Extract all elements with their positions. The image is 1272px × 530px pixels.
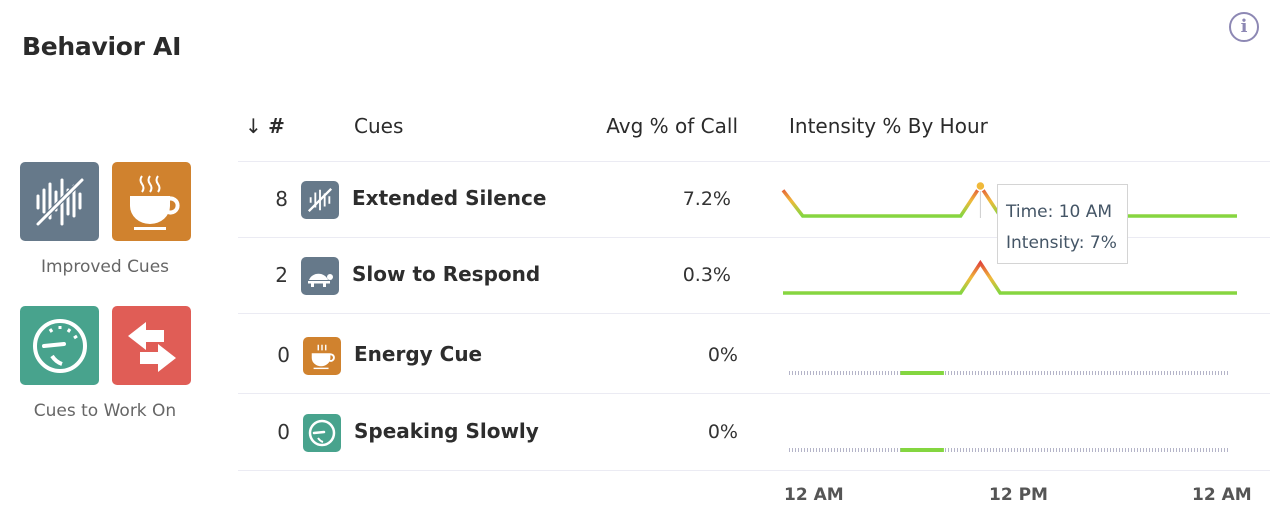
x-tick-label: 12 AM <box>1192 485 1252 505</box>
extended-silence-icon <box>301 181 339 219</box>
avg-percent: 7.2% <box>682 188 731 210</box>
intensity-column-header: Intensity % By Hour <box>789 114 988 138</box>
page-title: Behavior AI <box>22 32 182 61</box>
divider <box>238 161 1270 162</box>
cue-name: Speaking Slowly <box>354 419 539 443</box>
cue-name: Energy Cue <box>354 342 483 366</box>
coffee-cup-icon <box>303 337 341 375</box>
cue-count: 8 <box>275 187 288 211</box>
cues-column-header[interactable]: Cues <box>354 114 404 138</box>
divider <box>238 470 1270 471</box>
arrow-down-icon: ↓ <box>245 114 262 138</box>
series-line-1 <box>783 259 1237 295</box>
cue-name: Extended Silence <box>352 186 547 210</box>
improved-cues-label: Improved Cues <box>40 257 170 277</box>
cue-count: 2 <box>275 263 288 287</box>
cue-name: Slow to Respond <box>352 262 541 286</box>
avg-percent: 0% <box>707 421 738 443</box>
extended-silence-icon <box>20 162 99 241</box>
avg-percent: 0.3% <box>682 264 731 286</box>
sort-desc-button[interactable]: ↓ # <box>245 114 285 138</box>
cues-to-work-on-label: Cues to Work On <box>33 401 177 421</box>
avg-percent: 0% <box>707 344 738 366</box>
info-circle-icon[interactable]: i <box>1229 12 1259 42</box>
divider <box>238 237 1270 238</box>
speedometer-icon <box>303 414 341 452</box>
avg-column-header[interactable]: Avg % of Call <box>606 114 738 138</box>
divider <box>238 393 1270 394</box>
interruption-arrows-icon <box>112 306 191 385</box>
cue-count: 0 <box>277 420 290 444</box>
turtle-icon <box>301 257 339 295</box>
hover-point[interactable] <box>975 180 986 192</box>
chart-tooltip: Time: 10 AM Intensity: 7% <box>997 184 1128 264</box>
x-tick-label: 12 AM <box>784 485 844 505</box>
speaking-slowly-icon <box>20 306 99 385</box>
tooltip-intensity: Intensity: 7% <box>1006 233 1117 253</box>
x-tick-label: 12 PM <box>989 485 1048 505</box>
tooltip-time: Time: 10 AM <box>1006 202 1113 222</box>
energy-cue-icon <box>112 162 191 241</box>
count-column-header: # <box>268 114 285 138</box>
divider <box>238 313 1270 314</box>
cue-count: 0 <box>277 343 290 367</box>
